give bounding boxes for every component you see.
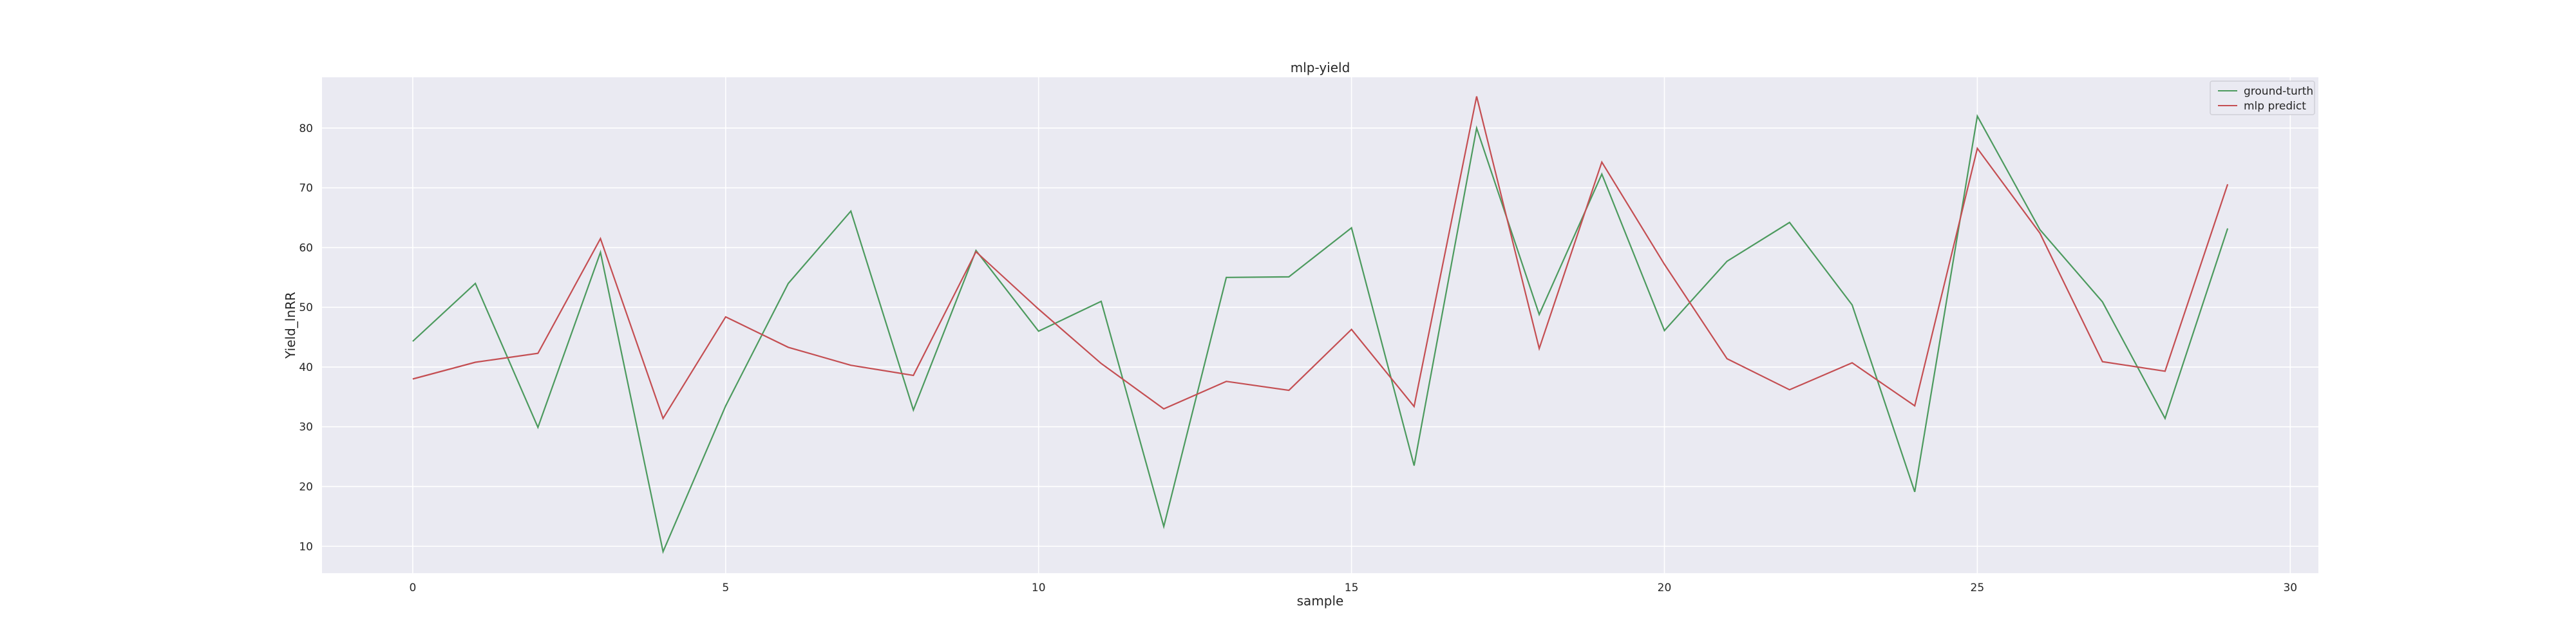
y-tick-label: 70	[299, 182, 313, 195]
y-tick-label: 40	[299, 361, 313, 374]
x-axis-label: sample	[1297, 593, 1344, 609]
y-gridlines	[322, 128, 2318, 547]
x-tick-label: 25	[1971, 582, 1985, 594]
y-tick-label: 60	[299, 242, 313, 254]
x-gridlines	[412, 77, 2291, 573]
chart-title: mlp-yield	[1291, 60, 1350, 75]
series-lines	[412, 96, 2229, 554]
legend: ground-turth mlp predict	[2210, 80, 2315, 115]
series-line-ground-turth	[412, 113, 2229, 554]
y-tick-label: 50	[299, 301, 313, 314]
legend-label-ground-truth: ground-turth	[2244, 85, 2313, 98]
y-tick-label: 20	[299, 480, 313, 493]
x-tick-label: 15	[1345, 582, 1359, 594]
plot-background	[322, 77, 2318, 573]
y-tick-labels: 10 20 30 40 50 60 70 80	[299, 122, 313, 553]
y-tick-label: 10	[299, 540, 313, 553]
y-tick-label: 30	[299, 421, 313, 434]
x-tick-label: 10	[1032, 582, 1046, 594]
legend-label-mlp-predict: mlp predict	[2244, 100, 2306, 113]
x-tick-label: 20	[1658, 582, 1672, 594]
y-axis-label: Yield_lnRR	[283, 292, 298, 359]
x-tick-label: 30	[2283, 582, 2297, 594]
x-tick-labels: 0 5 10 15 20 25 30	[409, 582, 2297, 594]
x-tick-label: 0	[409, 582, 416, 594]
x-tick-label: 5	[722, 582, 729, 594]
series-line-mlp-predict	[412, 96, 2229, 421]
y-tick-label: 80	[299, 122, 313, 135]
